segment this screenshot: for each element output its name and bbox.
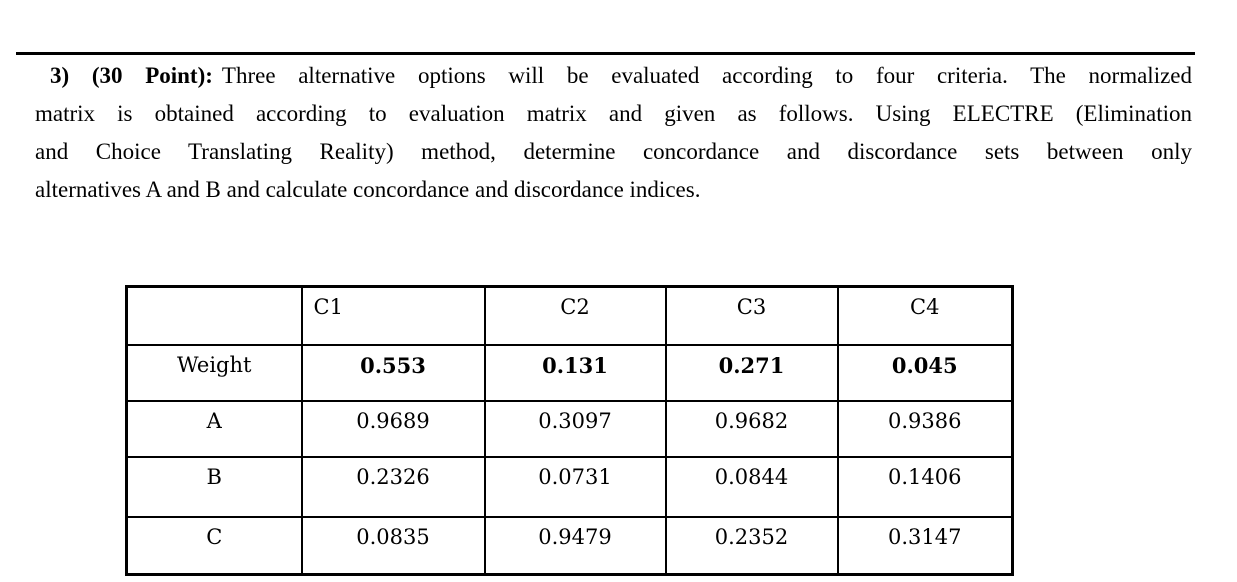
- row-label-c: C: [125, 515, 303, 576]
- question-number-label: 3) (30 Point):: [50, 63, 213, 88]
- cell-weight-c1: 0.553: [300, 343, 486, 402]
- cell-weight-c4: 0.045: [836, 343, 1014, 402]
- table-header-row: C1 C2 C3 C4: [125, 285, 1014, 346]
- question-line-1-text: Three alternative options will be evalua…: [221, 63, 1193, 88]
- header-cell-c4: C4: [836, 285, 1014, 346]
- table-row-c: C 0.0835 0.9479 0.2352 0.3147: [125, 515, 1014, 576]
- cell-b-c4: 0.1406: [836, 455, 1014, 518]
- table-row-a: A 0.9689 0.3097 0.9682 0.9386: [125, 399, 1014, 458]
- header-cell-empty: [125, 285, 303, 346]
- row-label-weight: Weight: [125, 343, 303, 402]
- cell-c-c3: 0.2352: [664, 515, 839, 576]
- cell-weight-c3: 0.271: [664, 343, 839, 402]
- cell-c-c4: 0.3147: [836, 515, 1014, 576]
- cell-b-c3: 0.0844: [664, 455, 839, 518]
- normalized-matrix-table: C1 C2 C3 C4 Weight 0.553 0.131 0.271 0.0…: [125, 285, 1014, 576]
- cell-a-c2: 0.3097: [483, 399, 667, 458]
- row-label-a: A: [125, 399, 303, 458]
- cell-a-c1: 0.9689: [300, 399, 486, 458]
- question-line-4: alternatives A and B and calculate conco…: [35, 177, 701, 202]
- header-cell-c1: C1: [300, 285, 486, 346]
- table-row-weight: Weight 0.553 0.131 0.271 0.045: [125, 343, 1014, 402]
- question-line-2: matrix is obtained according to evaluati…: [35, 101, 1192, 126]
- question-paragraph: 3) (30 Point): Three alternative options …: [35, 57, 1192, 209]
- header-cell-c2: C2: [483, 285, 667, 346]
- horizontal-rule: [16, 52, 1195, 55]
- question-line-3: and Choice Translating Reality) method, …: [35, 139, 1192, 164]
- cell-weight-c2: 0.131: [483, 343, 667, 402]
- cell-b-c2: 0.0731: [483, 455, 667, 518]
- table-row-b: B 0.2326 0.0731 0.0844 0.1406: [125, 455, 1014, 518]
- cell-c-c2: 0.9479: [483, 515, 667, 576]
- row-label-b: B: [125, 455, 303, 518]
- cell-b-c1: 0.2326: [300, 455, 486, 518]
- cell-a-c4: 0.9386: [836, 399, 1014, 458]
- question-line-1: 3) (30 Point): Three alternative options …: [35, 57, 1192, 95]
- cell-c-c1: 0.0835: [300, 515, 486, 576]
- header-cell-c3: C3: [664, 285, 839, 346]
- cell-a-c3: 0.9682: [664, 399, 839, 458]
